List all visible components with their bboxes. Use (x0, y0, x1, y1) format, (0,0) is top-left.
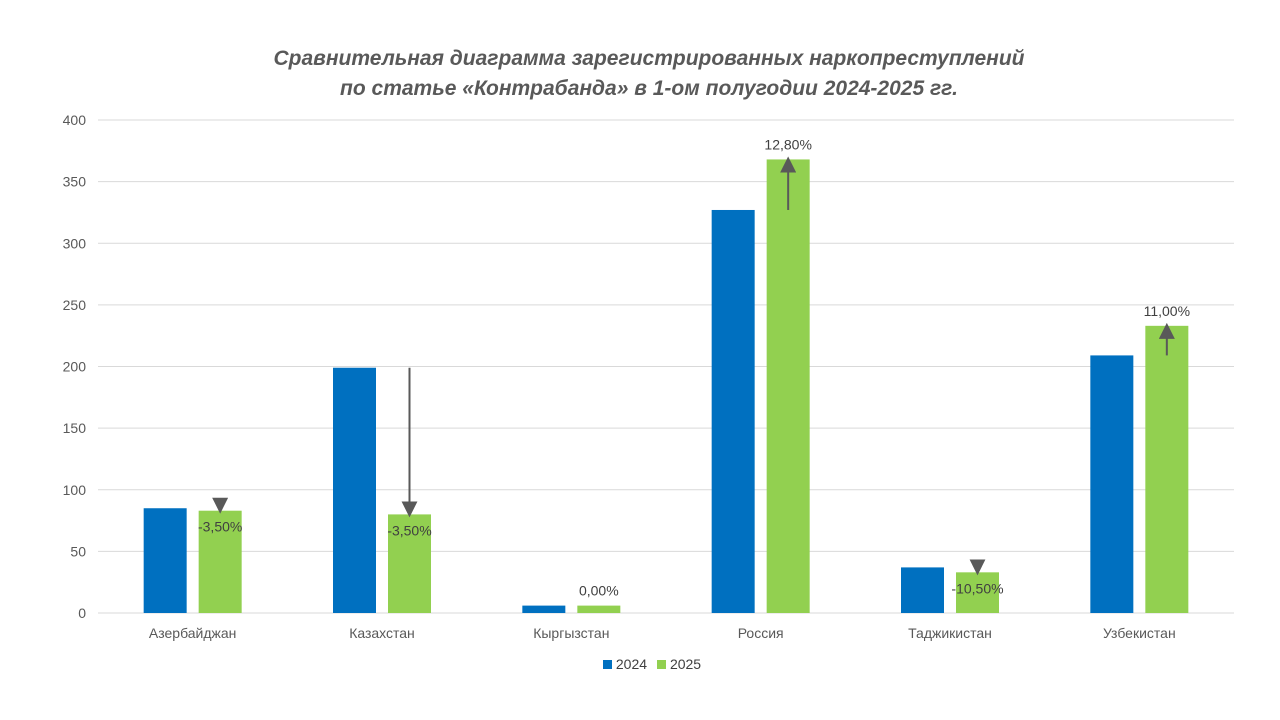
change-label: -3,50% (198, 519, 242, 535)
bar-2025 (956, 572, 999, 613)
bar-2024 (1090, 355, 1134, 613)
y-tick-label: 350 (63, 174, 87, 190)
x-tick-label: Азербайджан (149, 625, 237, 641)
change-label: -10,50% (951, 580, 1003, 596)
y-tick-label: 250 (63, 297, 87, 313)
y-tick-label: 200 (63, 359, 87, 375)
legend-label-2025: 2025 (669, 656, 702, 672)
y-tick-label: 100 (63, 482, 87, 498)
change-label: 0,00% (579, 583, 619, 599)
y-tick-label: 0 (78, 605, 86, 621)
x-tick-label: Кыргызстан (533, 625, 609, 641)
change-label: 12,80% (764, 136, 811, 152)
y-tick-label: 50 (70, 543, 86, 559)
bar-2024 (143, 508, 187, 613)
bar-2025 (766, 159, 810, 613)
bar-2025 (388, 514, 431, 613)
bar-2024 (522, 605, 566, 613)
change-label: 11,00% (1144, 303, 1190, 319)
y-tick-label: 400 (63, 112, 87, 128)
chart-title-line1: Сравнительная диаграмма зарегистрированн… (273, 47, 1025, 70)
change-label: -3,50% (387, 522, 431, 538)
bar-2024 (901, 567, 944, 613)
bar-2024 (711, 209, 755, 613)
legend-label-2024: 2024 (615, 656, 648, 672)
chart-title: Сравнительная диаграмма зарегистрированн… (0, 44, 1280, 104)
chart-title-line2: по статье «Контрабанда» в 1-ом полугодии… (340, 77, 958, 100)
x-tick-label: Узбекистан (1103, 625, 1176, 641)
bar-2025 (198, 510, 242, 613)
legend-swatch-2024 (602, 660, 612, 669)
bar-2024 (333, 367, 376, 613)
y-tick-label: 300 (63, 235, 87, 251)
legend: 2024 2025 (0, 656, 1280, 672)
x-tick-label: Таджикистан (908, 625, 992, 641)
x-tick-label: Россия (738, 625, 784, 641)
bar-2025 (1145, 325, 1189, 613)
y-tick-label: 150 (63, 420, 87, 436)
legend-swatch-2025 (656, 660, 666, 669)
x-tick-label: Казахстан (349, 625, 415, 641)
bar-2025 (577, 605, 621, 613)
